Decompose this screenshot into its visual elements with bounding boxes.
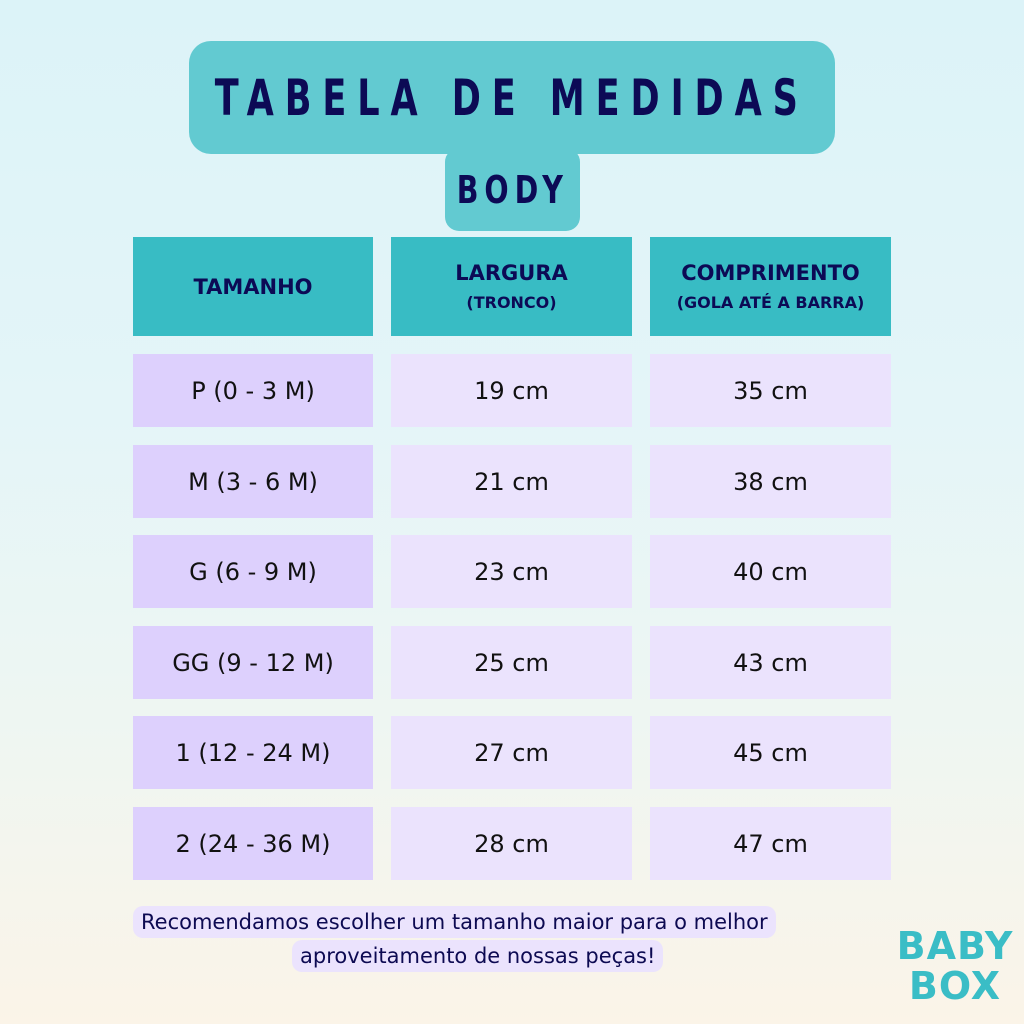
length-cell: 38 cm bbox=[650, 445, 891, 518]
brand-logo: BABY BOX bbox=[895, 926, 1015, 1006]
recommendation-note-line1: Recomendamos escolher um tamanho maior p… bbox=[133, 906, 776, 938]
width-cell: 25 cm bbox=[391, 626, 632, 699]
logo-line2: BOX bbox=[908, 964, 1002, 1008]
width-cell: 23 cm bbox=[391, 535, 632, 608]
width-cell: 28 cm bbox=[391, 807, 632, 880]
length-cell: 40 cm bbox=[650, 535, 891, 608]
header-label: TAMANHO bbox=[193, 274, 313, 299]
header-label: COMPRIMENTO bbox=[681, 261, 860, 285]
header-label: LARGURA bbox=[455, 261, 568, 285]
size-cell: 2 (24 - 36 M) bbox=[133, 807, 373, 880]
title-banner: Tabela de Medidas bbox=[189, 41, 835, 154]
recommendation-note-line2: aproveitamento de nossas peças! bbox=[292, 940, 664, 972]
width-cell: 27 cm bbox=[391, 716, 632, 789]
subtitle-banner: Body bbox=[445, 148, 580, 231]
width-cell: 19 cm bbox=[391, 354, 632, 427]
width-cell: 21 cm bbox=[391, 445, 632, 518]
header-sublabel: (TRONCO) bbox=[466, 293, 557, 312]
size-cell: 1 (12 - 24 M) bbox=[133, 716, 373, 789]
header-sublabel: (GOLA ATÉ A BARRA) bbox=[676, 293, 865, 312]
length-cell: 45 cm bbox=[650, 716, 891, 789]
page-title: Tabela de Medidas bbox=[214, 68, 810, 127]
header-tamanho: TAMANHO bbox=[133, 237, 373, 336]
length-cell: 35 cm bbox=[650, 354, 891, 427]
size-cell: P (0 - 3 M) bbox=[133, 354, 373, 427]
logo-line1: BABY bbox=[896, 924, 1014, 968]
length-cell: 43 cm bbox=[650, 626, 891, 699]
size-cell: GG (9 - 12 M) bbox=[133, 626, 373, 699]
page-subtitle: Body bbox=[456, 167, 569, 212]
header-largura: LARGURA (TRONCO) bbox=[391, 237, 632, 336]
length-cell: 47 cm bbox=[650, 807, 891, 880]
size-cell: G (6 - 9 M) bbox=[133, 535, 373, 608]
header-comprimento: COMPRIMENTO (GOLA ATÉ A BARRA) bbox=[650, 237, 891, 336]
size-cell: M (3 - 6 M) bbox=[133, 445, 373, 518]
